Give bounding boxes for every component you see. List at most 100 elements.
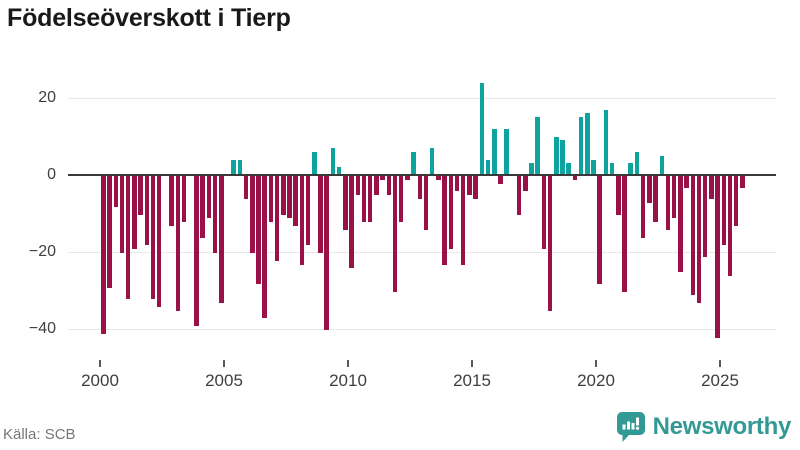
bar bbox=[647, 176, 652, 203]
bar bbox=[547, 176, 553, 311]
bar bbox=[361, 176, 367, 223]
y-axis-label: 0 bbox=[47, 166, 56, 183]
bar bbox=[206, 176, 212, 219]
bar bbox=[119, 176, 125, 253]
bar bbox=[262, 176, 267, 319]
bar bbox=[417, 176, 423, 200]
bar bbox=[380, 176, 385, 180]
bar bbox=[107, 176, 112, 288]
bar bbox=[181, 176, 187, 223]
bar bbox=[256, 176, 261, 284]
bar bbox=[460, 176, 466, 265]
bar bbox=[473, 176, 478, 200]
bar bbox=[702, 176, 708, 257]
bar bbox=[268, 176, 274, 223]
bar bbox=[132, 176, 137, 250]
bar bbox=[312, 151, 317, 175]
bar bbox=[616, 176, 621, 215]
bar bbox=[740, 176, 745, 188]
x-axis-label: 2005 bbox=[205, 371, 243, 390]
bar bbox=[454, 176, 460, 192]
bar bbox=[200, 176, 205, 238]
x-axis-label: 2025 bbox=[701, 371, 739, 390]
bar bbox=[125, 176, 131, 300]
x-axis-tick bbox=[99, 360, 101, 367]
x-axis-tick bbox=[347, 360, 349, 367]
bar bbox=[144, 176, 150, 246]
bar bbox=[169, 176, 174, 227]
bar bbox=[467, 176, 472, 196]
bar bbox=[243, 176, 249, 200]
bar bbox=[554, 136, 559, 175]
bar bbox=[603, 109, 609, 175]
newsworthy-logo[interactable]: Newsworthy bbox=[616, 412, 792, 442]
bar bbox=[330, 148, 336, 175]
bar bbox=[324, 176, 329, 330]
bar bbox=[684, 176, 689, 188]
bar bbox=[622, 176, 627, 292]
bar bbox=[715, 176, 720, 338]
bar bbox=[212, 176, 218, 253]
newsworthy-wordmark: Newsworthy bbox=[652, 413, 792, 440]
bar bbox=[343, 176, 348, 230]
bar bbox=[287, 176, 292, 219]
bar bbox=[566, 163, 571, 175]
y-gridline bbox=[68, 328, 776, 330]
x-axis-tick bbox=[719, 360, 721, 367]
chart-title: Födelseöverskott i Tierp bbox=[7, 4, 291, 32]
bar bbox=[671, 176, 677, 219]
bar bbox=[274, 176, 280, 261]
source-label: Källa: SCB bbox=[3, 426, 76, 443]
bar bbox=[156, 176, 162, 307]
bar bbox=[485, 159, 491, 175]
bar bbox=[653, 176, 658, 223]
bar bbox=[535, 117, 540, 175]
y-gridline bbox=[68, 251, 776, 253]
bar bbox=[665, 176, 671, 230]
bar bbox=[281, 176, 286, 215]
bar bbox=[640, 176, 646, 238]
bar bbox=[175, 176, 181, 311]
bar bbox=[678, 176, 683, 273]
bar bbox=[231, 159, 236, 175]
bar bbox=[492, 128, 497, 175]
bar bbox=[585, 113, 590, 175]
bar bbox=[367, 176, 373, 223]
bar bbox=[578, 117, 584, 175]
bar bbox=[219, 176, 224, 304]
bar bbox=[423, 176, 429, 230]
bar bbox=[150, 176, 156, 300]
y-gridline bbox=[68, 97, 776, 99]
x-axis-tick bbox=[471, 360, 473, 367]
bar bbox=[293, 176, 298, 227]
x-axis-label: 2015 bbox=[453, 371, 491, 390]
bar bbox=[411, 151, 416, 175]
bar bbox=[374, 176, 379, 196]
bar bbox=[318, 176, 323, 253]
y-axis-label: −20 bbox=[28, 243, 56, 260]
bar bbox=[541, 176, 547, 250]
bar bbox=[113, 176, 119, 207]
bar bbox=[516, 176, 522, 215]
bar bbox=[659, 155, 664, 175]
bar bbox=[609, 163, 615, 175]
bar bbox=[250, 176, 255, 253]
bar bbox=[727, 176, 733, 277]
bar bbox=[591, 159, 596, 175]
bar bbox=[101, 176, 106, 334]
bar bbox=[405, 176, 410, 180]
bar bbox=[194, 176, 199, 327]
zero-axis-line bbox=[68, 173, 776, 176]
bar bbox=[597, 176, 602, 284]
x-axis-label: 2010 bbox=[329, 371, 367, 390]
newsworthy-bubble-chart-icon bbox=[616, 412, 645, 442]
bar bbox=[336, 167, 342, 175]
bar bbox=[305, 176, 311, 246]
bar bbox=[299, 176, 305, 265]
x-axis-label: 2000 bbox=[81, 371, 119, 390]
bar bbox=[498, 176, 503, 184]
bar bbox=[696, 176, 702, 304]
bar bbox=[523, 176, 528, 192]
bar bbox=[690, 176, 696, 296]
